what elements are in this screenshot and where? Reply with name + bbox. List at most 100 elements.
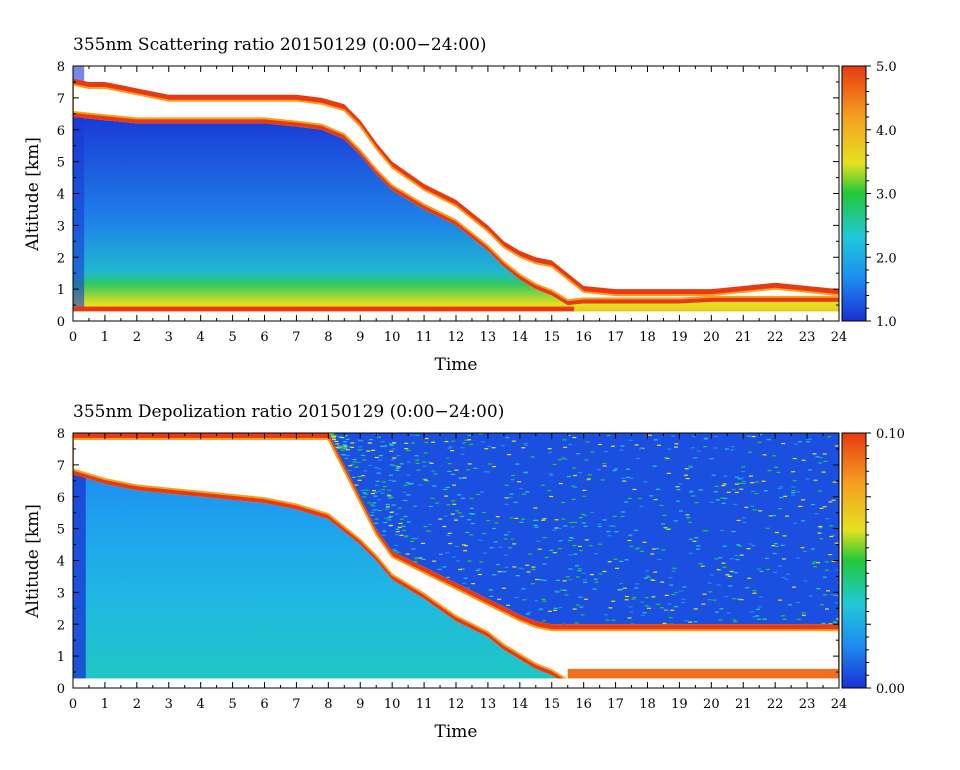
noise-speck	[476, 493, 481, 496]
noise-speck	[818, 527, 823, 529]
noise-speck	[495, 563, 500, 566]
noise-speck	[824, 561, 829, 563]
noise-speck	[378, 459, 383, 461]
noise-speck	[504, 497, 509, 499]
noise-speck	[442, 566, 447, 568]
noise-speck	[642, 541, 647, 543]
x-tick-label: 15	[543, 697, 560, 712]
noise-speck	[606, 434, 611, 437]
noise-speck	[401, 525, 406, 528]
noise-speck	[560, 589, 565, 591]
noise-speck	[547, 489, 552, 492]
noise-speck	[505, 436, 510, 439]
noise-speck	[817, 490, 822, 492]
noise-speck	[767, 469, 772, 472]
noise-speck	[700, 565, 705, 567]
noise-speck	[381, 488, 386, 491]
noise-speck	[342, 444, 347, 446]
noise-speck	[444, 495, 449, 497]
noise-speck	[797, 441, 802, 443]
noise-speck	[640, 601, 645, 603]
noise-speck	[477, 568, 482, 570]
noise-speck	[790, 492, 795, 494]
noise-speck	[452, 556, 457, 558]
y-tick-label: 6	[57, 491, 65, 506]
noise-speck	[733, 503, 738, 505]
noise-speck	[829, 525, 834, 527]
noise-speck	[618, 588, 623, 591]
noise-speck	[630, 623, 635, 625]
noise-speck	[497, 571, 502, 573]
noise-speck	[575, 576, 580, 578]
noise-speck	[646, 575, 651, 577]
noise-speck	[818, 462, 823, 464]
noise-speck	[478, 539, 483, 541]
noise-speck	[488, 589, 493, 591]
noise-speck	[581, 513, 586, 515]
noise-speck	[656, 603, 661, 605]
x-tick-label: 23	[799, 330, 816, 345]
noise-speck	[810, 548, 815, 550]
x-tick-label: 20	[703, 330, 720, 345]
noise-speck	[344, 457, 349, 460]
noise-speck	[653, 439, 658, 441]
axes: 0 1 2 3 4 5 6 7 8 9 10 11 12 13 14 15 16 17 18 19 20 21 22 23 24…	[57, 427, 848, 712]
noise-speck	[525, 491, 530, 493]
noise-speck	[822, 576, 827, 578]
noise-speck	[394, 513, 399, 515]
x-tick-label: 3	[165, 697, 173, 712]
noise-speck	[662, 514, 667, 516]
noise-speck	[742, 521, 747, 524]
noise-speck	[755, 615, 760, 617]
noise-speck	[473, 467, 478, 469]
noise-speck	[594, 581, 599, 583]
noise-speck	[773, 571, 778, 574]
noise-speck	[750, 490, 755, 492]
noise-speck	[432, 485, 437, 487]
noise-speck	[533, 507, 538, 509]
noise-speck	[779, 496, 784, 499]
noise-speck	[613, 558, 618, 560]
noise-speck	[391, 448, 396, 450]
noise-speck	[507, 531, 512, 533]
x-tick-label: 12	[448, 330, 465, 345]
noise-speck	[455, 560, 460, 562]
noise-speck	[747, 577, 752, 579]
noise-speck	[828, 554, 833, 556]
noise-speck	[531, 568, 536, 571]
noise-speck	[491, 447, 496, 449]
noise-speck	[377, 436, 382, 438]
noise-speck	[403, 515, 408, 518]
noise-speck	[774, 545, 779, 548]
noise-speck	[530, 456, 535, 458]
noise-speck	[553, 609, 558, 612]
noise-speck	[586, 479, 591, 481]
aerosol-layer	[73, 117, 839, 321]
noise-speck	[792, 480, 797, 482]
noise-speck	[811, 562, 816, 565]
noise-speck	[403, 484, 408, 486]
noise-speck	[592, 588, 597, 590]
noise-speck	[831, 534, 836, 536]
noise-speck	[558, 607, 563, 609]
noise-speck	[507, 547, 512, 549]
noise-speck	[696, 545, 701, 547]
noise-speck	[818, 525, 823, 528]
noise-speck	[732, 619, 737, 621]
noise-speck	[421, 542, 426, 544]
noise-speck	[795, 601, 800, 604]
noise-speck	[621, 477, 626, 479]
noise-speck	[463, 577, 468, 579]
noise-speck	[497, 598, 502, 600]
noise-speck	[411, 538, 416, 540]
noise-speck	[813, 479, 818, 481]
noise-speck	[729, 570, 734, 573]
noise-speck	[446, 576, 451, 579]
noise-speck	[350, 446, 355, 448]
noise-speck	[642, 612, 647, 614]
noise-speck	[818, 457, 823, 459]
noise-speck	[393, 550, 398, 552]
noise-speck	[729, 558, 734, 560]
noise-speck	[703, 446, 708, 448]
noise-speck	[561, 518, 566, 520]
